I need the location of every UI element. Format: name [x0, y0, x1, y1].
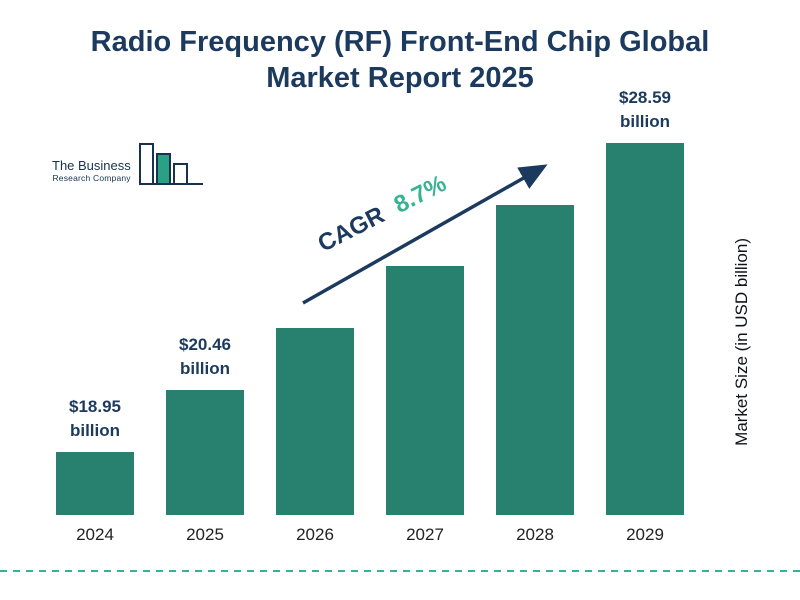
- x-axis-tick-label: 2029: [626, 525, 664, 544]
- bar-value-label: $18.95 billion: [69, 396, 121, 441]
- bar-value-label: $28.59 billion: [619, 87, 671, 132]
- bar-2028: [496, 205, 574, 515]
- x-axis-tick-label: 2028: [516, 525, 554, 544]
- x-axis-tick-label: 2027: [406, 525, 444, 544]
- logo-name: The Business: [52, 158, 131, 174]
- bar-column-2026: 2026: [260, 128, 370, 545]
- logo-bars-icon: [138, 143, 203, 185]
- x-axis-tick-label: 2026: [296, 525, 334, 544]
- company-logo-text: The Business Research Company: [52, 158, 131, 194]
- bottom-dashed-divider: [0, 570, 800, 572]
- x-axis-tick-label: 2025: [186, 525, 224, 544]
- bar-2029: [606, 143, 684, 515]
- bar-2024: [56, 452, 134, 515]
- chart-title: Radio Frequency (RF) Front-End Chip Glob…: [90, 26, 710, 95]
- bar-value-label: $20.46 billion: [179, 334, 231, 379]
- company-logo: The Business Research Company: [52, 138, 205, 194]
- y-axis-label: Market Size (in USD billion): [732, 238, 751, 446]
- bar-column-2024: $18.95 billion 2024: [40, 128, 150, 545]
- bar-column-2029: $28.59 billion 2029: [590, 88, 700, 545]
- bar-2027: [386, 266, 464, 515]
- logo-subname: Research Company: [52, 173, 131, 184]
- bar-column-2028: 2028: [480, 128, 590, 545]
- bar-2025: [166, 390, 244, 515]
- x-axis-tick-label: 2024: [76, 525, 114, 544]
- bar-column-2027: 2027: [370, 128, 480, 545]
- bar-chart: $18.95 billion 2024 $20.46 billion 2025 2026…: [40, 88, 700, 545]
- bar-2026: [276, 328, 354, 515]
- bar-column-2025: $20.46 billion 2025: [150, 128, 260, 545]
